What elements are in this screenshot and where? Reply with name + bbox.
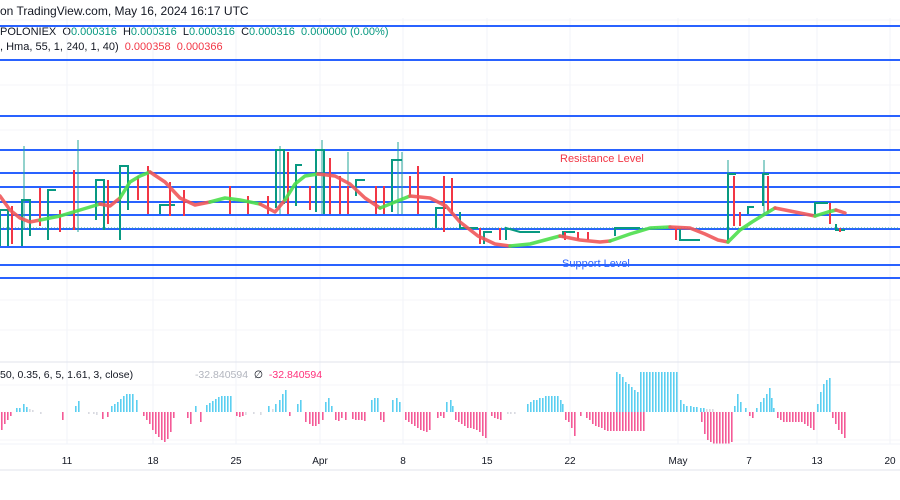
candle-wicks <box>23 140 765 240</box>
ma-value-2: 0.000366 <box>176 41 223 53</box>
support-level-label: Support Level <box>562 258 630 270</box>
time-axis-label: May <box>668 456 688 467</box>
low-value: 0.000316 <box>189 26 235 38</box>
horizontal-levels <box>0 25 900 279</box>
oscillator-value-grey: -32.840594 <box>194 369 249 381</box>
time-axis-label: 22 <box>564 456 576 467</box>
resistance-level-label: Resistance Level <box>560 153 644 165</box>
change-value: 0.000000 (0.00%) <box>301 26 389 38</box>
oscillator-params: 50, 0.35, 6, 5, 1.61, 3, close) <box>0 369 134 381</box>
high-value: 0.000316 <box>130 26 177 38</box>
time-axis-label: 7 <box>746 456 752 467</box>
time-axis-label: 25 <box>230 456 242 467</box>
time-axis-label: 13 <box>811 456 823 467</box>
ma-value-1: 0.000358 <box>124 41 171 53</box>
symbol-exchange: POLONIEX <box>0 26 57 38</box>
oscillator-histogram <box>1 372 846 444</box>
open-value: 0.000316 <box>70 26 117 38</box>
close-label: C <box>241 26 250 38</box>
time-axis-label: 20 <box>884 456 896 467</box>
ma-params: , Hma, 55, 1, 240, 1, 40) <box>0 41 119 53</box>
hull-ma-line <box>0 170 847 248</box>
time-axis-label: Apr <box>312 456 328 467</box>
time-axis-label: 8 <box>400 456 406 467</box>
empty-set-icon: ∅ <box>253 369 264 381</box>
oscillator-legend[interactable]: 50, 0.35, 6, 5, 1.61, 3, close) -32.8405… <box>0 369 322 381</box>
low-label: L <box>182 26 190 38</box>
time-axis-label: 18 <box>147 456 159 467</box>
candles-down <box>11 152 841 244</box>
ohlc-legend: POLONIEX O0.000316 H0.000316 L0.000316 C… <box>0 26 388 38</box>
candles-up <box>0 149 845 246</box>
time-axis-label: 11 <box>61 456 73 467</box>
time-axis-label: 15 <box>481 456 493 467</box>
oscillator-value: -32.840594 <box>268 369 323 381</box>
high-label: H <box>122 26 131 38</box>
chart-title: on TradingView.com, May 16, 2024 16:17 U… <box>0 4 249 18</box>
ma-indicator-legend[interactable]: , Hma, 55, 1, 240, 1, 40) 0.000358 0.000… <box>0 41 223 53</box>
close-value: 0.000316 <box>249 26 295 38</box>
